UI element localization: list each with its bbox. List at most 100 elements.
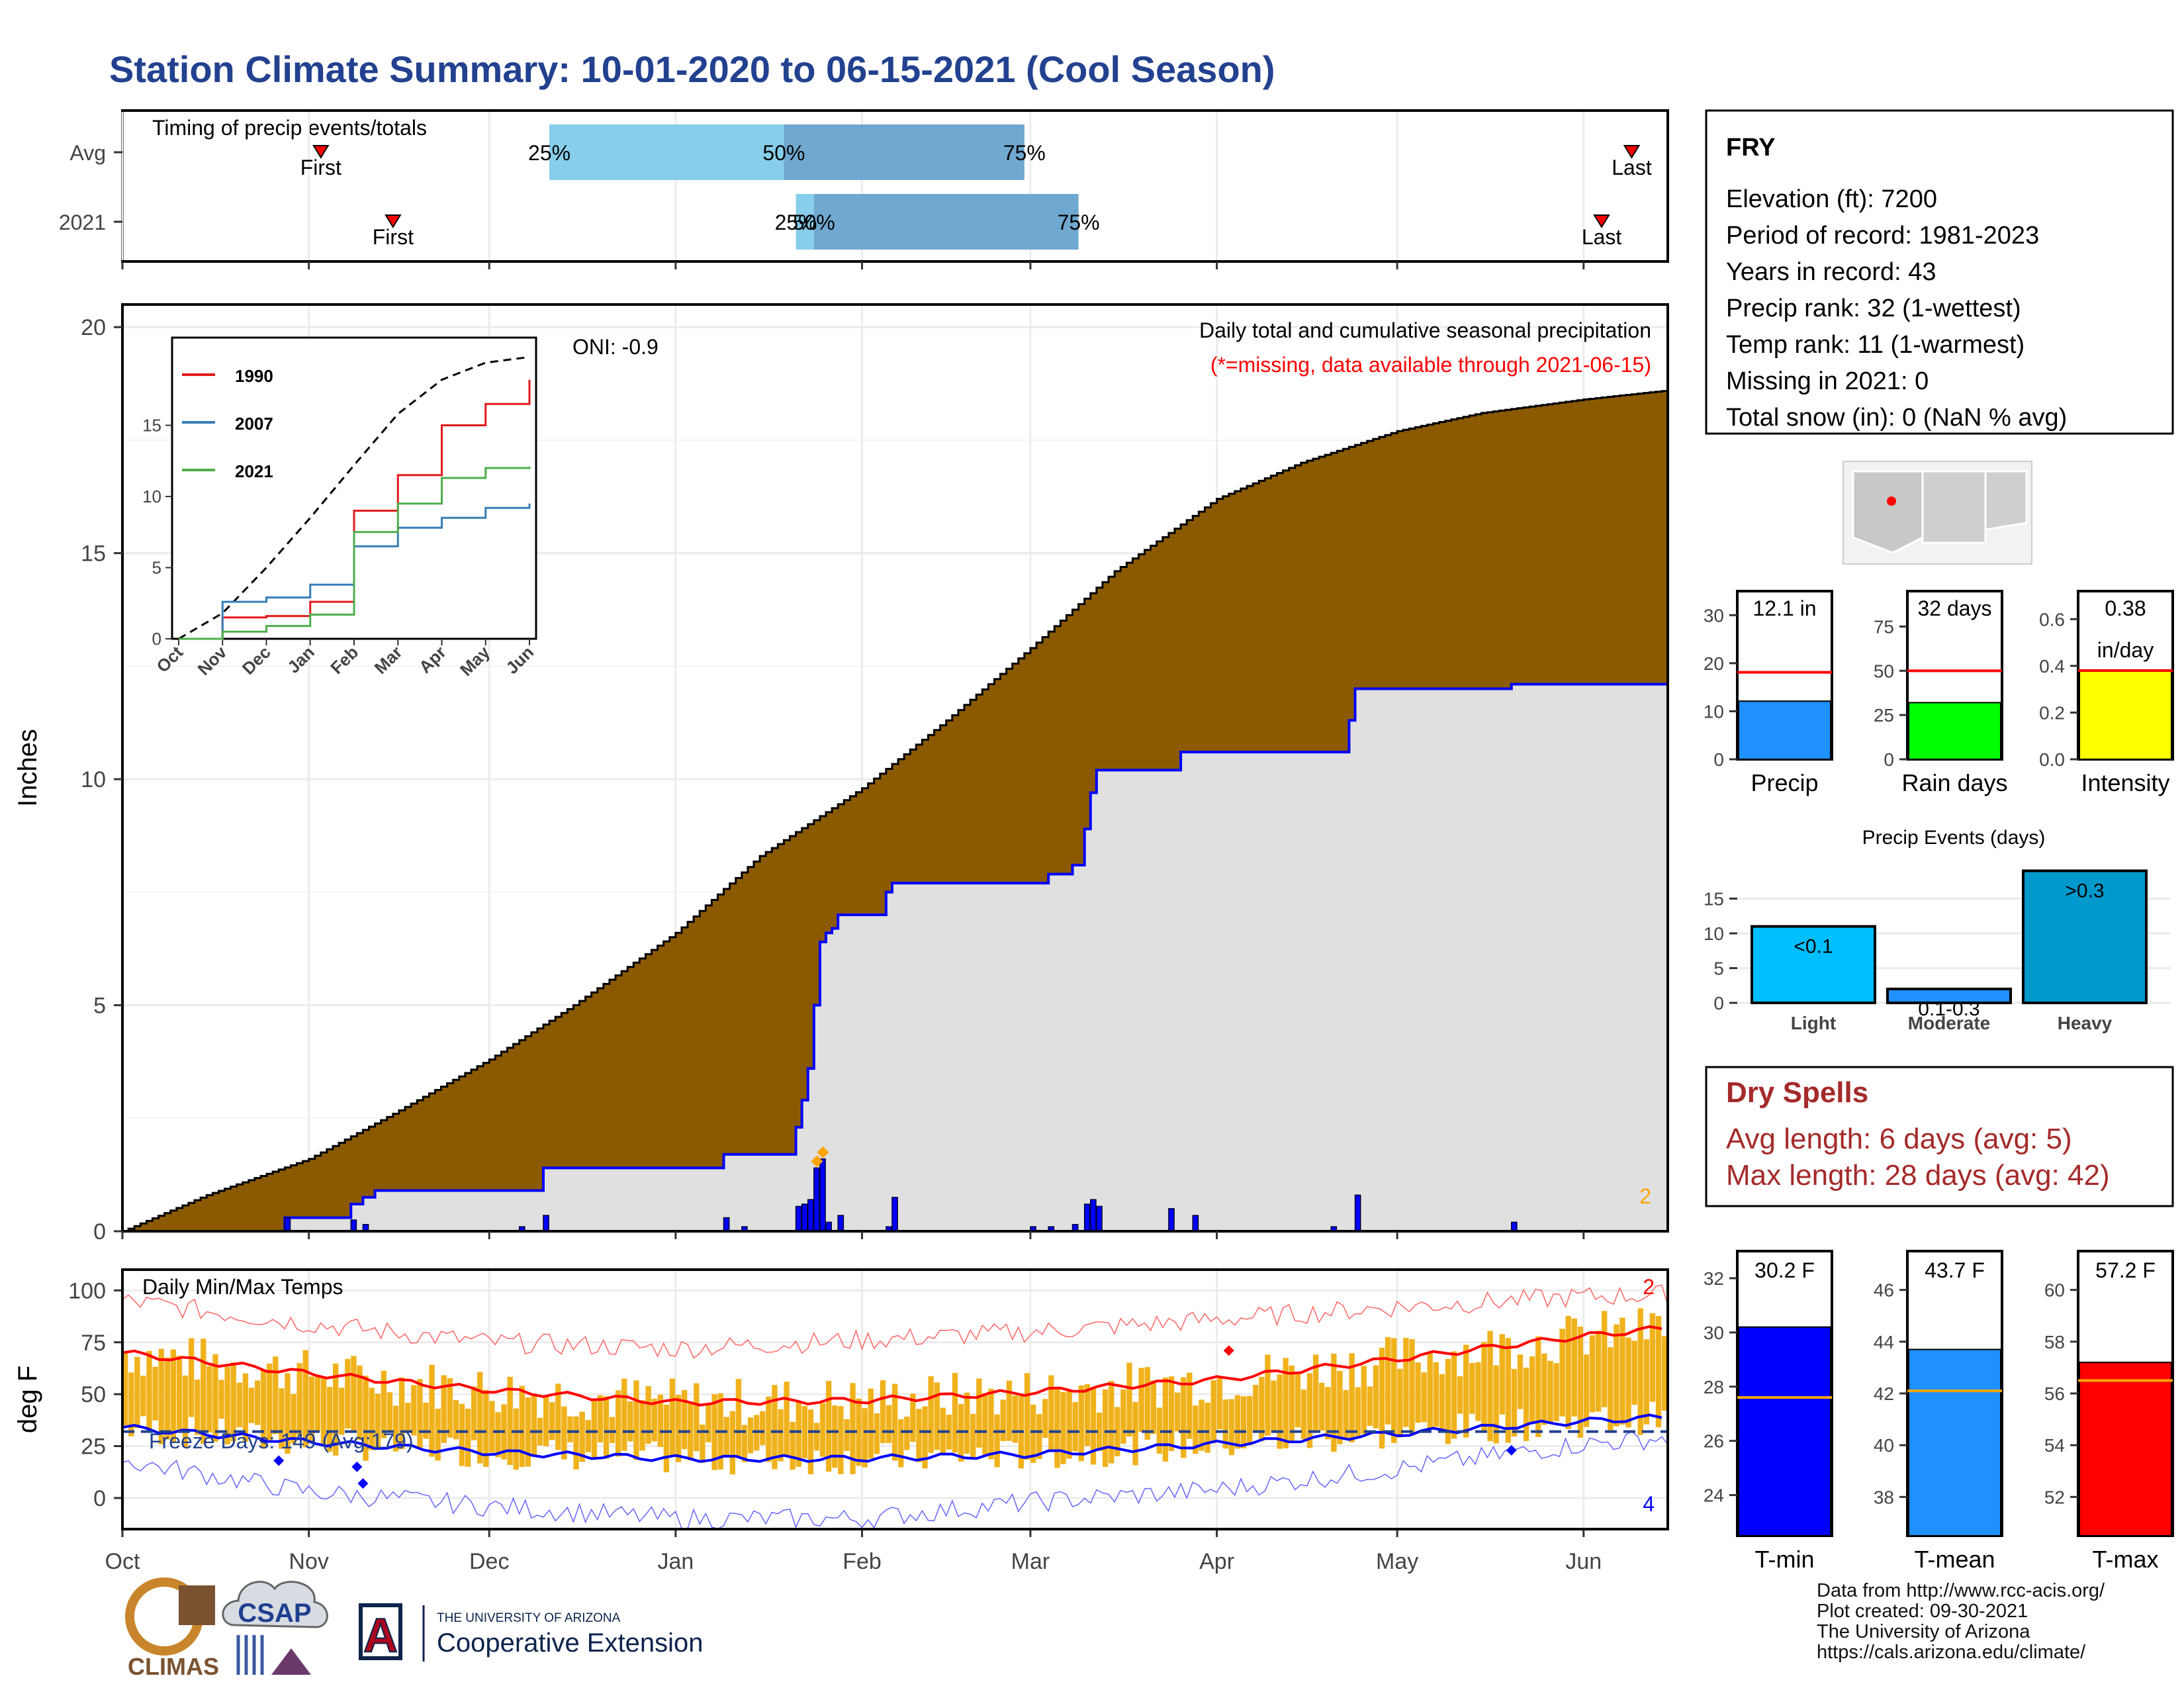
events-ytick-label: 15 bbox=[1704, 889, 1724, 910]
dry-spells-max: Max length: 28 days (avg: 42) bbox=[1726, 1159, 2110, 1192]
daily-temp-bar bbox=[1559, 1329, 1565, 1417]
summary-ytick-label: 30 bbox=[1704, 605, 1724, 626]
inset-ytick-label: 5 bbox=[152, 558, 161, 578]
daily-temp-bar bbox=[922, 1406, 928, 1469]
timing-first-marker-icon bbox=[312, 145, 330, 159]
daily-temp-bar bbox=[1168, 1376, 1175, 1451]
oni-label: ONI: -0.9 bbox=[572, 335, 659, 359]
precip-flag-icon bbox=[811, 1155, 823, 1168]
ua-logo: A THE UNIVERSITY OF ARIZONA Cooperative … bbox=[359, 1603, 703, 1663]
timing-q25-label: 25% bbox=[775, 211, 817, 234]
inset-legend-label: 2007 bbox=[235, 414, 273, 434]
events-bar-label: <0.1 bbox=[1794, 936, 1833, 958]
summary-ytick-label: 0.2 bbox=[2039, 702, 2065, 723]
freeze-days-label: Freeze Days: 149 (Avg:179) bbox=[149, 1429, 414, 1453]
timing-box-upper bbox=[784, 124, 1024, 180]
summary-bar-label: Precip bbox=[1751, 769, 1818, 796]
daily-temp-bar bbox=[801, 1405, 808, 1458]
daily-temp-bar bbox=[694, 1383, 700, 1452]
temp-bar-ytick-label: 58 bbox=[2044, 1332, 2065, 1352]
cloud-icon bbox=[222, 1581, 328, 1628]
cumulative-2021-area bbox=[122, 684, 1668, 1231]
daily-temp-bar bbox=[176, 1355, 183, 1432]
daily-temp-bar bbox=[591, 1399, 598, 1460]
summary-ytick-label: 20 bbox=[1704, 653, 1724, 674]
daily-temp-bar bbox=[1000, 1399, 1006, 1442]
timing-first-marker-icon bbox=[385, 214, 402, 228]
mountain-icon bbox=[271, 1648, 311, 1675]
csap-bars-icon bbox=[236, 1635, 264, 1675]
daily-temp-bar bbox=[603, 1396, 610, 1459]
daily-temp-bar bbox=[1228, 1399, 1235, 1456]
daily-temp-bar bbox=[1109, 1381, 1115, 1464]
summary-value-label: 12.1 in bbox=[1752, 596, 1816, 620]
daily-temp-bar bbox=[1247, 1395, 1253, 1446]
temp-bar bbox=[1738, 1326, 1831, 1536]
temp-bar-ytick-label: 24 bbox=[1704, 1485, 1724, 1506]
temp-record-marker-icon bbox=[1506, 1444, 1517, 1456]
daily-temp-bar bbox=[164, 1357, 170, 1440]
daily-temp-bar bbox=[1132, 1401, 1138, 1466]
daily-temp-bar bbox=[285, 1373, 291, 1454]
precip-ytick-label: 10 bbox=[81, 767, 106, 792]
daily-temp-bar bbox=[633, 1380, 639, 1460]
station-frame bbox=[1705, 109, 2174, 435]
daily-temp-bar bbox=[1433, 1362, 1439, 1427]
precip-ytick-label: 5 bbox=[93, 994, 106, 1019]
station-marker-icon bbox=[1887, 496, 1896, 506]
daily-temp-bar bbox=[543, 1396, 549, 1446]
inset-ytick-label: 0 bbox=[152, 629, 161, 649]
inset-series-line bbox=[179, 379, 531, 640]
daily-temp-bar bbox=[1343, 1389, 1349, 1438]
timing-box-lower bbox=[549, 124, 784, 180]
daily-temp-bar bbox=[387, 1392, 393, 1432]
summary-ytick-label: 0 bbox=[1713, 749, 1724, 770]
daily-temp-bar bbox=[952, 1373, 958, 1453]
precip-events-chart: Precip Events (days) 0 5 10 15 <0.1 Light 0.1-… bbox=[1704, 827, 2171, 1033]
daily-temp-bar bbox=[1602, 1311, 1608, 1407]
dry-spells-avg: Avg length: 6 days (avg: 5) bbox=[1726, 1123, 2072, 1155]
ua-shield-icon bbox=[359, 1603, 402, 1660]
daily-temp-bar bbox=[1181, 1377, 1187, 1458]
daily-temp-bar bbox=[796, 1401, 801, 1467]
daily-temp-bar bbox=[1397, 1368, 1403, 1438]
credit-line: Plot created: 09-30-2021 bbox=[1817, 1601, 2028, 1622]
daily-temp-bar bbox=[621, 1378, 627, 1451]
temp-month-label: Jun bbox=[1565, 1549, 1602, 1574]
daily-temp-bar bbox=[807, 1409, 814, 1475]
daily-precip-bar bbox=[1096, 1205, 1103, 1232]
daily-temp-bar bbox=[392, 1405, 399, 1452]
timing-last-marker-icon bbox=[1593, 214, 1610, 228]
daily-temp-bar bbox=[1565, 1315, 1571, 1429]
station-info: FRY Elevation (ft): 7200 Period of recor… bbox=[1705, 109, 2174, 435]
summary-ytick-label: 75 bbox=[1874, 616, 1894, 637]
daily-temp-bar bbox=[477, 1372, 483, 1464]
daily-temp-bar bbox=[856, 1398, 862, 1466]
daily-temp-bar bbox=[1306, 1373, 1313, 1448]
record-high-line bbox=[122, 1284, 1668, 1359]
summary-bar bbox=[1908, 702, 2001, 761]
daily-temp-bar bbox=[1265, 1354, 1271, 1436]
daily-temp-bar bbox=[1084, 1384, 1091, 1446]
daily-temp-bar bbox=[1277, 1374, 1283, 1449]
credits: Data from http://www.rcc-acis.org/ Plot … bbox=[1817, 1581, 2105, 1663]
daily-temp-bar bbox=[1499, 1334, 1505, 1415]
events-bar-label: >0.3 bbox=[2065, 880, 2104, 902]
daily-temp-bar bbox=[339, 1387, 345, 1435]
daily-temp-bar bbox=[1240, 1396, 1247, 1448]
daily-temp-bar bbox=[850, 1383, 856, 1475]
daily-temp-bar bbox=[405, 1403, 411, 1432]
daily-temp-bar bbox=[525, 1397, 531, 1467]
daily-temp-bar bbox=[747, 1417, 754, 1454]
daily-temp-bar bbox=[1006, 1380, 1012, 1441]
daily-temp-bar bbox=[838, 1406, 844, 1474]
daily-temp-bar bbox=[1150, 1380, 1156, 1434]
temp-ytick-label: 75 bbox=[81, 1331, 106, 1356]
daily-temp-bar bbox=[1295, 1372, 1301, 1428]
summary-value-unit: in/day bbox=[2097, 638, 2154, 662]
temp-frame bbox=[121, 1268, 1669, 1530]
timing-box-upper bbox=[813, 194, 1079, 250]
daily-temp-bar bbox=[862, 1408, 868, 1468]
